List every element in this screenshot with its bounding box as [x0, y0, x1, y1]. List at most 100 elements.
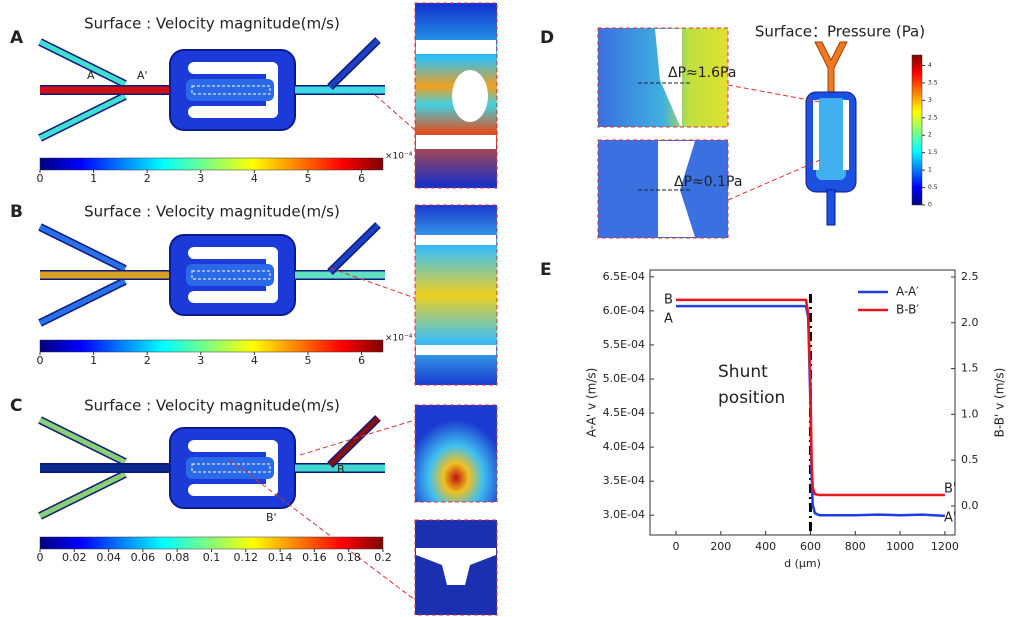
colorbar-tick-label: 1.5	[928, 149, 938, 156]
y-tick-label: 4.0E-04	[603, 440, 645, 453]
obstacle	[452, 70, 488, 122]
colorbar-tick-label: 0.16	[302, 551, 327, 564]
colorbar-tick-label: 4	[928, 62, 932, 69]
pressure-drop: ΔP≈1.6Pa	[668, 65, 736, 81]
colorbar-tick-label: 0	[37, 354, 44, 367]
y2-tick-label: 0.0	[961, 499, 979, 512]
cut-marker: A	[87, 69, 95, 82]
colorbar-tick-label: 5	[304, 172, 311, 185]
colorbar	[40, 158, 383, 170]
colorbar-tick-label: 5	[304, 354, 311, 367]
device-image	[40, 418, 385, 516]
cut-marker: B	[337, 463, 345, 476]
colorbar-tick-label: 0.04	[96, 551, 121, 564]
point-label: B	[664, 293, 673, 308]
cut-marker: B'	[266, 511, 277, 524]
colorbar	[912, 55, 922, 205]
colorbar-tick-label: 2	[144, 172, 151, 185]
panel-label: A	[10, 28, 24, 48]
panel-label: C	[10, 396, 22, 416]
colorbar-tick-label: 4	[251, 172, 258, 185]
colorbar-tick-label: 1	[928, 167, 932, 174]
panel-label: B	[10, 202, 23, 222]
colorbar-exponent: ×10⁻⁴	[385, 152, 413, 162]
pressure-drop: ΔP≈0.1Pa	[674, 174, 742, 190]
colorbar-tick-label: 3	[197, 354, 204, 367]
connector	[300, 420, 415, 455]
y2-axis-label: B-B' v (m/s)	[993, 368, 1007, 438]
colorbar-tick-label: 2	[928, 132, 932, 139]
y2-tick-label: 1.5	[961, 362, 979, 375]
panel-title: Surface : Velocity magnitude(m/s)	[84, 397, 340, 415]
panel-d: D Surface：Pressure (Pa) ΔP≈1.6Pa ΔP≈0.1P…	[540, 23, 925, 239]
y-tick-label: 5.0E-04	[603, 372, 645, 385]
colorbar-tick-label: 0.12	[234, 551, 259, 564]
device-image	[40, 225, 385, 323]
colorbar-tick-label: 4	[251, 354, 258, 367]
colorbar-tick-label: 1	[90, 172, 97, 185]
panel-title: Surface : Velocity magnitude(m/s)	[84, 203, 340, 221]
zoom-image	[415, 205, 497, 385]
device-image	[806, 42, 856, 225]
wall	[416, 345, 496, 355]
colorbar-tick-label: 2	[144, 354, 151, 367]
wall	[416, 235, 496, 245]
colorbar-tick-label: 0.02	[62, 551, 87, 564]
colorbar-tick-label: 1	[90, 354, 97, 367]
point-label: B'	[944, 482, 957, 497]
colorbar-tick-label: 0.06	[131, 551, 156, 564]
panel-label: D	[540, 28, 554, 48]
wall	[416, 135, 496, 149]
panel-title: Surface : Velocity magnitude(m/s)	[84, 15, 340, 33]
panel-label: E	[540, 260, 552, 280]
colorbar-tick-label: 3	[197, 172, 204, 185]
wall	[416, 40, 496, 54]
legend-label: A-A′	[896, 285, 919, 299]
y2-tick-label: 2.0	[961, 316, 979, 329]
annotation: position	[718, 388, 785, 408]
colorbar-tick-label: 0	[37, 551, 44, 564]
colorbar	[40, 537, 383, 549]
y-tick-label: 6.5E-04	[603, 270, 645, 283]
connector	[230, 460, 415, 600]
colorbar-tick-label: 3.5	[928, 79, 938, 86]
device-image	[40, 40, 385, 138]
x-tick-label: 1200	[931, 540, 959, 553]
colorbar-tick-label: 0.1	[203, 551, 221, 564]
zoom-image	[415, 405, 497, 502]
y2-tick-label: 1.0	[961, 407, 979, 420]
colorbar-tick-label: 2.5	[928, 114, 938, 121]
x-tick-label: 200	[710, 540, 731, 553]
x-tick-label: 1000	[886, 540, 914, 553]
point-label: A'	[944, 511, 956, 526]
cut-marker: A'	[137, 69, 148, 82]
colorbar	[40, 340, 383, 352]
colorbar-tick-label: 0.18	[336, 551, 361, 564]
colorbar-tick-label: 0.08	[165, 551, 190, 564]
legend-label: B-B′	[896, 303, 919, 317]
colorbar-tick-label: 0	[37, 172, 44, 185]
panel-title: Surface：Pressure (Pa)	[755, 23, 925, 41]
colorbar-exponent: ×10⁻⁴	[385, 334, 413, 344]
colorbar-tick-label: 0.14	[268, 551, 293, 564]
y-axis-label: A-A' v (m/s)	[585, 368, 599, 438]
figure: A Surface : Velocity magnitude(m/s) A A'…	[0, 0, 1011, 617]
colorbar-tick-label: 3	[928, 97, 932, 104]
x-tick-label: 800	[845, 540, 866, 553]
x-axis-label: d (μm)	[784, 557, 821, 570]
colorbar-tick-label: 0.5	[928, 184, 938, 191]
colorbar-tick-label: 0.2	[374, 551, 392, 564]
panel-e: E 3.0E-043.5E-044.0E-044.5E-045.0E-045.5…	[540, 260, 1007, 570]
y-tick-label: 3.5E-04	[603, 474, 645, 487]
colorbar-tick-label: 6	[358, 172, 365, 185]
connector	[375, 95, 415, 130]
y2-tick-label: 0.5	[961, 453, 979, 466]
colorbar-tick-label: 0	[928, 202, 932, 209]
x-tick-label: 0	[672, 540, 679, 553]
point-label: A	[664, 312, 673, 327]
annotation: Shunt	[718, 362, 768, 382]
colorbar-tick-label: 6	[358, 354, 365, 367]
y-tick-label: 5.5E-04	[603, 338, 645, 351]
panel-c: C Surface : Velocity magnitude(m/s) B B'	[10, 396, 497, 615]
y-tick-label: 3.0E-04	[603, 508, 645, 521]
